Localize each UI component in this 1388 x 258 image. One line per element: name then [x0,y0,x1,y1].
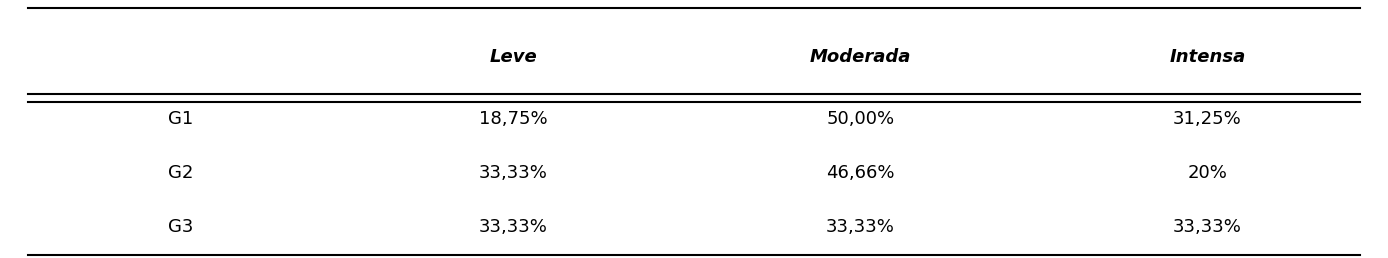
Text: Moderada: Moderada [809,48,912,66]
Text: 33,33%: 33,33% [1173,218,1242,236]
Text: G1: G1 [168,110,193,128]
Text: 20%: 20% [1188,164,1227,182]
Text: 18,75%: 18,75% [479,110,548,128]
Text: Intensa: Intensa [1170,48,1245,66]
Text: 46,66%: 46,66% [826,164,895,182]
Text: 31,25%: 31,25% [1173,110,1242,128]
Text: 50,00%: 50,00% [826,110,895,128]
Text: Leve: Leve [490,48,537,66]
Text: 33,33%: 33,33% [479,164,548,182]
Text: G3: G3 [168,218,193,236]
Text: 33,33%: 33,33% [479,218,548,236]
Text: G2: G2 [168,164,193,182]
Text: 33,33%: 33,33% [826,218,895,236]
